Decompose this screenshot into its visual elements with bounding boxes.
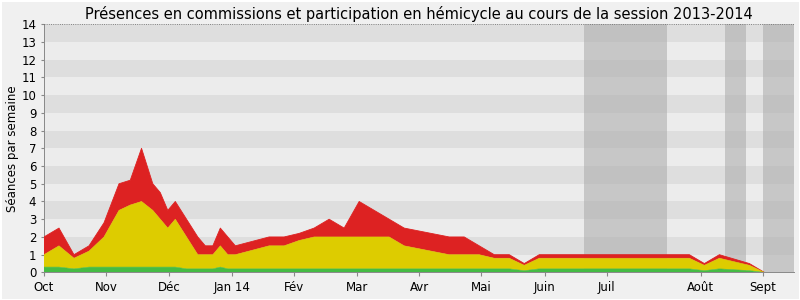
Bar: [44, 255, 794, 272]
Bar: [44, 202, 794, 219]
Bar: [44, 219, 794, 237]
Bar: [44, 130, 794, 148]
Bar: [584, 24, 667, 272]
Bar: [44, 166, 794, 184]
Bar: [44, 184, 794, 202]
Bar: [44, 237, 794, 255]
Bar: [44, 95, 794, 113]
Bar: [44, 42, 794, 60]
Bar: [44, 113, 794, 130]
Bar: [44, 77, 794, 95]
Bar: [763, 24, 794, 272]
Y-axis label: Séances par semaine: Séances par semaine: [6, 85, 18, 212]
Bar: [44, 24, 794, 42]
Bar: [726, 24, 746, 272]
Title: Présences en commissions et participation en hémicycle au cours de la session 20: Présences en commissions et participatio…: [86, 6, 753, 22]
Bar: [44, 148, 794, 166]
Bar: [44, 60, 794, 77]
